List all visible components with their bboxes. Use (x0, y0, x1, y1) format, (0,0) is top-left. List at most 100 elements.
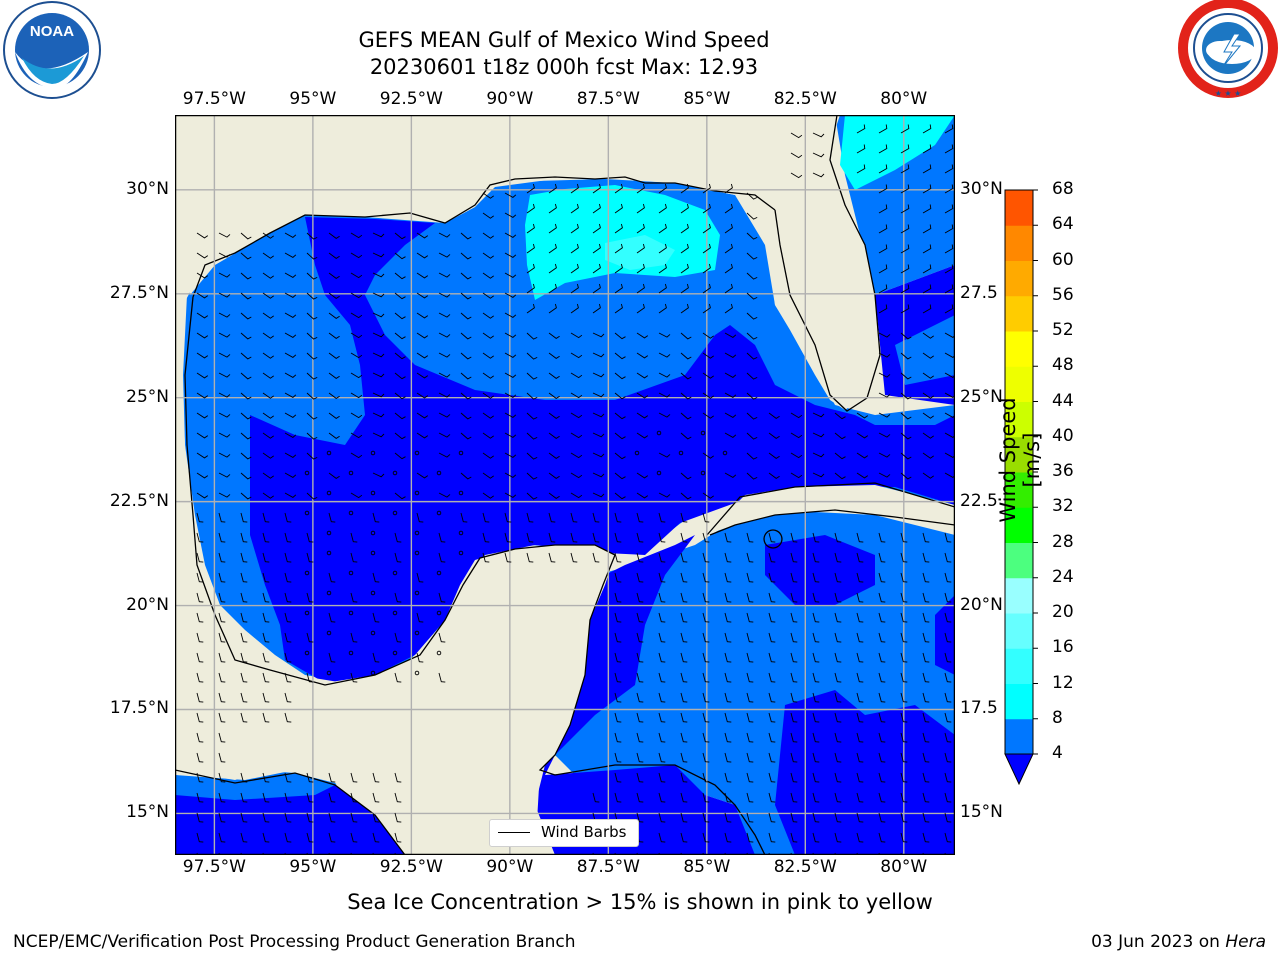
wind-barb (834, 552, 842, 563)
wind-barb (922, 164, 932, 174)
lat-tick-left: 27.5°N (109, 282, 169, 303)
wind-barb (196, 312, 209, 319)
wind-barb (526, 283, 535, 294)
wind-barb (196, 732, 204, 743)
wind-barb (922, 352, 934, 359)
wind-barb (196, 672, 204, 683)
wind-barb (900, 572, 908, 583)
wind-barb (460, 512, 468, 523)
wind-barb (262, 532, 270, 543)
lat-tick-left: 20°N (126, 594, 169, 615)
wind-barb (790, 172, 803, 179)
lon-tick-top: 87.5°W (576, 89, 640, 109)
wind-barb (878, 304, 888, 314)
wind-barb (680, 832, 688, 843)
wind-barb (812, 152, 825, 158)
wind-barb (196, 272, 209, 279)
lon-tick-top: 92.5°W (379, 89, 443, 109)
wind-barb (570, 332, 583, 339)
wind-barb (614, 243, 623, 254)
wind-barb (614, 612, 622, 623)
wind-barb (702, 492, 714, 499)
wind-barb (460, 432, 472, 440)
wind-barb (900, 712, 908, 723)
wind-barb (416, 332, 429, 339)
wind-barb (724, 792, 732, 803)
wind-barb (878, 532, 886, 543)
wind-barb (218, 432, 231, 438)
map-grid (175, 115, 955, 855)
wind-barb (592, 203, 601, 214)
wind-barb (878, 204, 888, 214)
wind-barb (900, 532, 908, 543)
wind-barb (834, 772, 842, 783)
wind-barb (218, 392, 231, 398)
wind-barb (636, 263, 645, 274)
wind-barb (658, 692, 666, 703)
wind-barb (856, 812, 864, 823)
wind-barb (922, 264, 932, 274)
calm-wind-marker (414, 530, 420, 536)
colorbar-tick-label: 44 (1052, 390, 1074, 411)
wind-barb (262, 692, 270, 703)
wind-barb (878, 812, 886, 823)
wind-barb (680, 243, 689, 254)
wind-barb (878, 244, 888, 254)
wind-barb (834, 752, 842, 763)
wind-barb (746, 792, 754, 803)
wind-barb (614, 432, 626, 440)
wind-barb (944, 772, 952, 783)
nws-logo: ★ ★ ★ (1178, 0, 1278, 98)
wind-barb (548, 432, 560, 439)
wind-barb (680, 572, 688, 583)
wind-barb (878, 284, 888, 294)
wind-barb (768, 792, 776, 803)
wind-barb (328, 252, 340, 259)
wind-barb (900, 552, 908, 563)
wind-barb (658, 652, 666, 663)
wind-barb (284, 572, 292, 583)
florida-land (770, 115, 880, 410)
wind-barb (240, 532, 248, 543)
wind-barb (856, 592, 864, 603)
wind-barb (526, 372, 538, 380)
wind-barb (790, 592, 798, 603)
wind-barb (284, 492, 297, 498)
wind-barb (218, 412, 231, 418)
wind-barb (812, 412, 825, 418)
wind-barb (922, 792, 930, 803)
wind-barb (394, 592, 402, 603)
wind-barb (592, 392, 605, 398)
wind-barb (262, 252, 274, 259)
wind-barb (196, 292, 209, 299)
wind-barb (680, 352, 692, 360)
calm-wind-marker (458, 450, 464, 456)
wind-barb (746, 692, 754, 703)
wind-barb (702, 552, 710, 563)
wind-barb (878, 832, 886, 843)
wind-barb (746, 432, 758, 440)
wind-barb (306, 432, 318, 440)
wind-barb (790, 532, 798, 543)
wind-barb (900, 652, 908, 663)
wind-barb (196, 752, 204, 763)
wind-barb (922, 672, 930, 683)
wind-barb (570, 223, 579, 234)
wind-barb (900, 412, 912, 420)
wind-barb (702, 412, 714, 419)
wind-barb (812, 532, 820, 543)
wind-barb (922, 812, 930, 823)
wind-barb (746, 672, 754, 683)
wind-barb (922, 284, 932, 294)
wind-barb (790, 472, 803, 479)
wind-barb (790, 572, 798, 583)
wind-barb (196, 692, 204, 703)
calm-wind-marker (326, 490, 332, 496)
wind-barb (394, 772, 402, 783)
colorbar-tick-label: 48 (1052, 355, 1074, 376)
wind-barb (812, 432, 825, 438)
wind-barb (702, 812, 710, 823)
wind-barb (350, 232, 363, 239)
wind-barb (614, 732, 622, 743)
wind-barb (482, 552, 490, 563)
